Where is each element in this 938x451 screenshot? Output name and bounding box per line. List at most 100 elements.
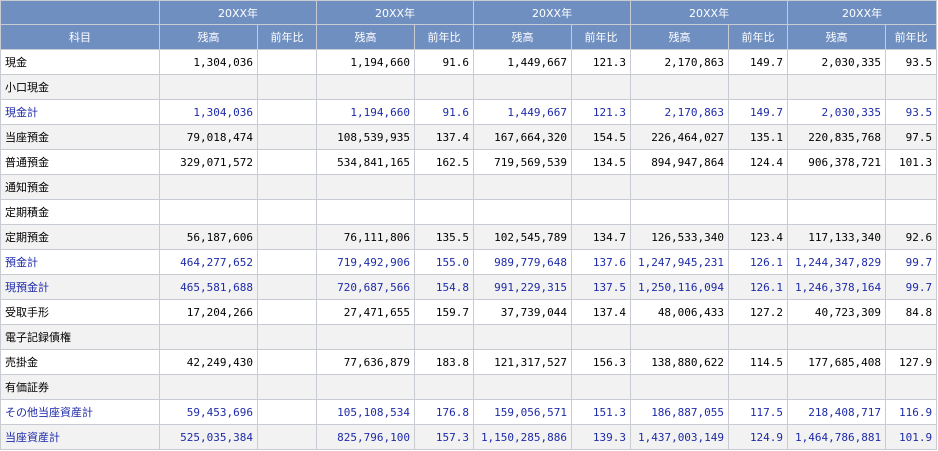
account-label: 通知預金 (0, 174, 160, 200)
yoy-ratio-cell (885, 174, 938, 200)
yoy-ratio-cell: 135.5 (414, 224, 475, 250)
balance-cell: 1,194,660 (316, 49, 416, 75)
balance-cell (787, 174, 887, 200)
total-row: 現預金計 465,581,688 720,687,566 154.8 991,229,3… (0, 274, 938, 300)
balance-cell (316, 74, 416, 100)
yoy-ratio-cell: 137.4 (571, 299, 632, 325)
balance-cell (473, 199, 573, 225)
yoy-ratio-cell (256, 224, 318, 250)
table-row: 当座預金 79,018,474 108,539,935 137.4 167,664,32… (0, 124, 938, 150)
yoy-ratio-cell: 101.3 (885, 149, 938, 175)
balance-cell: 465,581,688 (159, 274, 258, 300)
account-label: 普通預金 (0, 149, 160, 175)
balance-cell: 906,378,721 (787, 149, 887, 175)
corner-empty-cell (0, 0, 160, 25)
yoy-ratio-cell (256, 99, 318, 125)
yoy-ratio-cell (571, 374, 632, 400)
yoy-ratio-cell: 124.4 (728, 149, 789, 175)
balance-cell: 102,545,789 (473, 224, 573, 250)
balance-cell: 138,880,622 (630, 349, 730, 375)
balance-cell (159, 174, 258, 200)
balance-cell: 108,539,935 (316, 124, 416, 150)
yoy-ratio-cell: 154.8 (414, 274, 475, 300)
yoy-ratio-cell (256, 349, 318, 375)
balance-cell: 991,229,315 (473, 274, 573, 300)
yoy-ratio-cell: 84.8 (885, 299, 938, 325)
balance-cell: 37,739,044 (473, 299, 573, 325)
balance-cell: 1,244,347,829 (787, 249, 887, 275)
account-label: その他当座資産計 (0, 399, 160, 425)
balance-cell: 2,030,335 (787, 49, 887, 75)
balance-column-header: 残高 (473, 24, 573, 50)
yoy-ratio-cell (414, 324, 475, 350)
yoy-ratio-cell: 92.6 (885, 224, 938, 250)
balance-cell: 226,464,027 (630, 124, 730, 150)
account-label: 有価証券 (0, 374, 160, 400)
balance-cell (473, 74, 573, 100)
yoy-ratio-cell: 99.7 (885, 249, 938, 275)
balance-cell: 1,250,116,094 (630, 274, 730, 300)
yoy-ratio-cell: 126.1 (728, 249, 789, 275)
yoy-ratio-cell: 155.0 (414, 249, 475, 275)
balance-cell (473, 374, 573, 400)
balance-cell (316, 199, 416, 225)
balance-cell: 1,304,036 (159, 49, 258, 75)
balance-cell (159, 374, 258, 400)
balance-cell (316, 324, 416, 350)
total-row: 現金計 1,304,036 1,194,660 91.6 1,449,667 121.3 2… (0, 99, 938, 125)
yoy-ratio-cell: 134.5 (571, 149, 632, 175)
balance-cell: 329,071,572 (159, 149, 258, 175)
yoy-ratio-cell (256, 174, 318, 200)
yoy-ratio-cell (256, 274, 318, 300)
balance-cell: 59,453,696 (159, 399, 258, 425)
yoy-ratio-cell (728, 174, 789, 200)
balance-cell (159, 324, 258, 350)
balance-cell: 186,887,055 (630, 399, 730, 425)
yoy-ratio-cell: 149.7 (728, 99, 789, 125)
table-row: 小口現金 (0, 74, 938, 100)
balance-cell: 2,170,863 (630, 99, 730, 125)
balance-cell (316, 174, 416, 200)
account-label: 現預金計 (0, 274, 160, 300)
balance-cell: 720,687,566 (316, 274, 416, 300)
yoy-ratio-cell: 114.5 (728, 349, 789, 375)
yoy-ratio-cell: 91.6 (414, 99, 475, 125)
balance-cell (159, 74, 258, 100)
yoy-ratio-cell (571, 74, 632, 100)
balance-cell (630, 74, 730, 100)
yoy-ratio-cell (256, 74, 318, 100)
yoy-ratio-cell: 183.8 (414, 349, 475, 375)
account-label: 定期積金 (0, 199, 160, 225)
account-label: 売掛金 (0, 349, 160, 375)
balance-cell: 220,835,768 (787, 124, 887, 150)
balance-cell: 218,408,717 (787, 399, 887, 425)
yoy-ratio-cell: 121.3 (571, 99, 632, 125)
account-label: 定期預金 (0, 224, 160, 250)
total-row: 当座資産計 525,035,384 825,796,100 157.3 1,150,28… (0, 424, 938, 450)
yoy-ratio-cell (256, 124, 318, 150)
balance-cell (787, 374, 887, 400)
balance-cell: 1,194,660 (316, 99, 416, 125)
yoy-ratio-cell (571, 199, 632, 225)
balance-cell: 76,111,806 (316, 224, 416, 250)
total-row: その他当座資産計 59,453,696 105,108,534 176.8 159,05… (0, 399, 938, 425)
yoy-ratio-cell (256, 299, 318, 325)
balance-cell: 42,249,430 (159, 349, 258, 375)
balance-cell: 1,449,667 (473, 49, 573, 75)
balance-cell: 1,246,378,164 (787, 274, 887, 300)
yoy-ratio-cell: 126.1 (728, 274, 789, 300)
yoy-ratio-cell (256, 199, 318, 225)
balance-cell: 464,277,652 (159, 249, 258, 275)
balance-cell: 719,569,539 (473, 149, 573, 175)
table-row: 定期積金 (0, 199, 938, 225)
yoy-ratio-cell (256, 399, 318, 425)
balance-cell (630, 374, 730, 400)
yoy-ratio-cell: 154.5 (571, 124, 632, 150)
yoy-ratio-cell (414, 374, 475, 400)
balance-column-header: 残高 (159, 24, 258, 50)
balance-cell: 27,471,655 (316, 299, 416, 325)
balance-cell (787, 74, 887, 100)
yoy-ratio-cell: 137.5 (571, 274, 632, 300)
yoy-ratio-cell: 135.1 (728, 124, 789, 150)
